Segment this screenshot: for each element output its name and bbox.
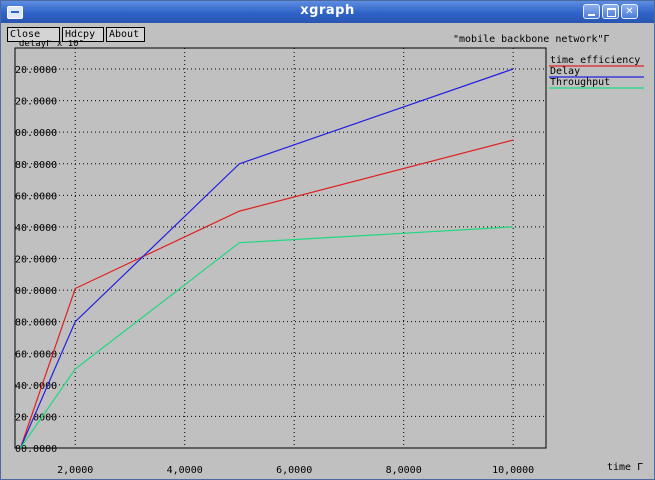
close-button[interactable]: Close bbox=[7, 27, 60, 42]
window-menu-icon[interactable] bbox=[7, 6, 23, 19]
x-tick-label: 4,0000 bbox=[167, 465, 203, 476]
y-tick-label: 00.0000 bbox=[15, 286, 57, 297]
y-tick-label: 20.0000 bbox=[15, 412, 57, 423]
x-tick-label: 6,0000 bbox=[276, 465, 312, 476]
y-tick-label: 60.0000 bbox=[15, 349, 57, 360]
series-line bbox=[19, 68, 514, 449]
about-button[interactable]: About bbox=[106, 27, 145, 42]
x-tick-label: 10,0000 bbox=[492, 465, 534, 476]
series-line bbox=[19, 139, 514, 449]
legend-label: Delay bbox=[550, 66, 580, 77]
series-line bbox=[19, 226, 514, 449]
x-tick-label: 8,0000 bbox=[386, 465, 422, 476]
y-tick-label: 00.0000 bbox=[15, 444, 57, 455]
y-tick-label: 60.0000 bbox=[15, 191, 57, 202]
y-tick-label: 20.0000 bbox=[15, 65, 57, 76]
legend-label: Throughput bbox=[550, 77, 610, 88]
legend-label: time efficiency bbox=[550, 55, 640, 66]
y-tick-label: 20.0000 bbox=[15, 97, 57, 108]
y-axis-label: delayΓ x 10^ bbox=[19, 40, 85, 48]
close-window-icon[interactable]: ✕ bbox=[621, 4, 638, 19]
y-tick-label: 80.0000 bbox=[15, 318, 57, 329]
minimize-icon[interactable] bbox=[583, 4, 600, 19]
y-tick-label: 40.0000 bbox=[15, 223, 57, 234]
plot-frame bbox=[14, 47, 547, 449]
chart-title: "mobile backbone network"Γ bbox=[453, 34, 610, 45]
hdcpy-button[interactable]: Hdcpy bbox=[62, 27, 104, 42]
x-tick-label: 2,0000 bbox=[57, 465, 93, 476]
y-tick-label: 80.0000 bbox=[15, 160, 57, 171]
maximize-icon[interactable] bbox=[602, 4, 619, 19]
window-title: xgraph bbox=[300, 3, 355, 18]
y-tick-label: 20.0000 bbox=[15, 255, 57, 266]
y-tick-label: 40.0000 bbox=[15, 381, 57, 392]
title-bar[interactable]: xgraph ✕ bbox=[1, 1, 654, 23]
x-axis-label: time Γ bbox=[607, 462, 644, 473]
y-tick-label: 00.0000 bbox=[15, 128, 57, 139]
